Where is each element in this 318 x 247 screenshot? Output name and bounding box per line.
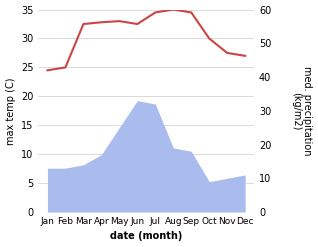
X-axis label: date (month): date (month) (110, 231, 183, 242)
Y-axis label: med. precipitation
(kg/m2): med. precipitation (kg/m2) (291, 66, 313, 156)
Y-axis label: max temp (C): max temp (C) (5, 77, 16, 144)
